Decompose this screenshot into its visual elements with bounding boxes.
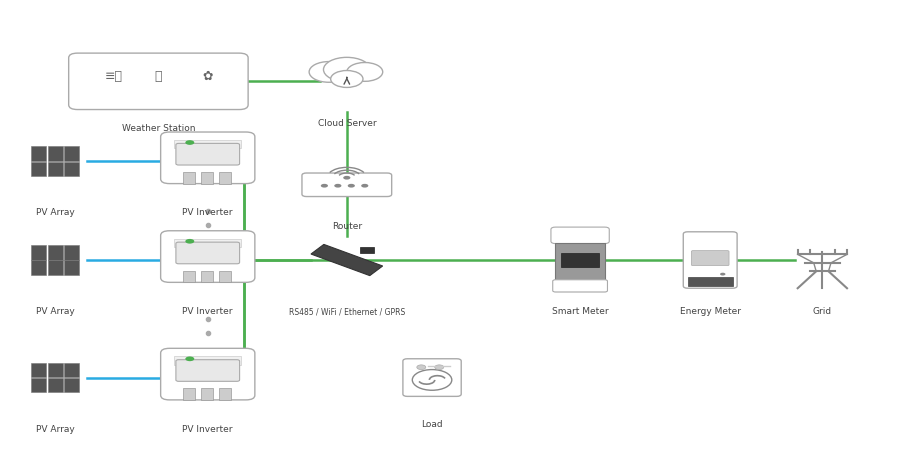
Circle shape (185, 357, 194, 361)
Text: RS485 / WiFi / Ethernet / GPRS: RS485 / WiFi / Ethernet / GPRS (289, 307, 405, 316)
FancyBboxPatch shape (176, 143, 239, 165)
Circle shape (720, 273, 725, 276)
FancyBboxPatch shape (219, 388, 231, 400)
Circle shape (361, 184, 368, 188)
FancyBboxPatch shape (48, 162, 62, 176)
FancyBboxPatch shape (32, 162, 46, 176)
FancyBboxPatch shape (174, 356, 241, 365)
Text: PV Array: PV Array (36, 208, 75, 217)
Circle shape (320, 184, 328, 188)
FancyBboxPatch shape (32, 147, 46, 161)
Circle shape (323, 57, 370, 82)
FancyBboxPatch shape (201, 388, 213, 400)
Circle shape (309, 61, 348, 82)
FancyBboxPatch shape (160, 348, 255, 400)
FancyBboxPatch shape (551, 227, 609, 244)
FancyBboxPatch shape (68, 53, 248, 110)
Text: Cloud Server: Cloud Server (318, 119, 376, 128)
Text: ✿: ✿ (202, 70, 213, 83)
FancyBboxPatch shape (302, 173, 392, 196)
FancyBboxPatch shape (691, 251, 729, 266)
Text: ≡🌡: ≡🌡 (104, 70, 122, 83)
Text: PV Array: PV Array (36, 425, 75, 434)
FancyBboxPatch shape (64, 378, 79, 393)
FancyBboxPatch shape (64, 162, 79, 176)
FancyBboxPatch shape (553, 280, 608, 292)
Circle shape (412, 369, 452, 390)
Polygon shape (311, 245, 382, 276)
Circle shape (435, 365, 444, 369)
Text: Weather Station: Weather Station (122, 123, 195, 132)
FancyBboxPatch shape (201, 271, 213, 282)
FancyBboxPatch shape (555, 243, 605, 290)
Text: PV Inverter: PV Inverter (183, 208, 233, 217)
Circle shape (185, 239, 194, 244)
Text: ⛅: ⛅ (155, 70, 162, 83)
Circle shape (417, 365, 426, 369)
FancyBboxPatch shape (64, 245, 79, 260)
FancyBboxPatch shape (183, 271, 195, 282)
FancyBboxPatch shape (64, 261, 79, 275)
FancyBboxPatch shape (32, 261, 46, 275)
FancyBboxPatch shape (219, 172, 231, 184)
Text: Grid: Grid (813, 307, 832, 316)
FancyBboxPatch shape (403, 359, 461, 396)
FancyBboxPatch shape (174, 140, 241, 149)
Text: Router: Router (332, 222, 362, 231)
FancyBboxPatch shape (174, 239, 241, 247)
Text: Energy Meter: Energy Meter (680, 307, 741, 316)
FancyBboxPatch shape (219, 271, 231, 282)
FancyBboxPatch shape (176, 359, 239, 381)
FancyBboxPatch shape (32, 245, 46, 260)
FancyBboxPatch shape (64, 147, 79, 161)
Circle shape (334, 184, 341, 188)
FancyBboxPatch shape (64, 363, 79, 377)
FancyBboxPatch shape (48, 245, 62, 260)
Text: Load: Load (421, 420, 443, 429)
FancyBboxPatch shape (48, 147, 62, 161)
Circle shape (346, 62, 382, 81)
Text: Smart Meter: Smart Meter (552, 307, 608, 316)
FancyBboxPatch shape (183, 172, 195, 184)
Text: PV Array: PV Array (36, 307, 75, 316)
FancyBboxPatch shape (360, 247, 373, 253)
Circle shape (185, 140, 194, 145)
FancyBboxPatch shape (201, 172, 213, 184)
FancyBboxPatch shape (160, 132, 255, 184)
Circle shape (330, 70, 363, 88)
FancyBboxPatch shape (32, 363, 46, 377)
Text: PV Inverter: PV Inverter (183, 425, 233, 434)
FancyBboxPatch shape (48, 363, 62, 377)
FancyBboxPatch shape (160, 231, 255, 282)
FancyBboxPatch shape (688, 277, 733, 286)
Circle shape (347, 184, 355, 188)
Circle shape (343, 176, 350, 180)
FancyBboxPatch shape (176, 242, 239, 264)
FancyBboxPatch shape (561, 253, 599, 267)
FancyBboxPatch shape (683, 232, 737, 288)
Text: PV Inverter: PV Inverter (183, 307, 233, 316)
FancyBboxPatch shape (32, 378, 46, 393)
FancyBboxPatch shape (183, 388, 195, 400)
FancyBboxPatch shape (48, 378, 62, 393)
FancyBboxPatch shape (48, 261, 62, 275)
